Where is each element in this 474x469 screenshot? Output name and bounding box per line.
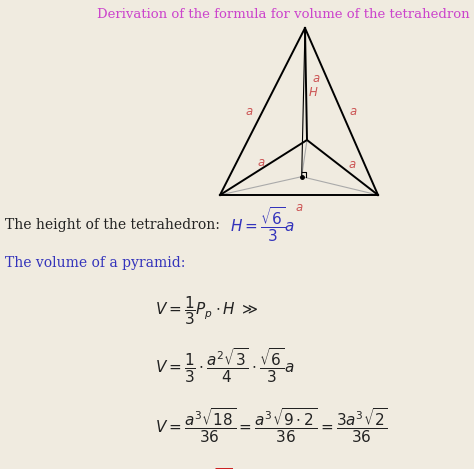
Text: $H$: $H$ xyxy=(309,86,319,99)
Text: $H = \dfrac{\sqrt{6}}{3}a$: $H = \dfrac{\sqrt{6}}{3}a$ xyxy=(230,205,295,244)
Text: $V = \dfrac{1}{3} \cdot \dfrac{a^2\sqrt{3}}{4} \cdot \dfrac{\sqrt{6}}{3}a$: $V = \dfrac{1}{3} \cdot \dfrac{a^2\sqrt{… xyxy=(155,347,295,386)
Text: $V= \dfrac{a^3\sqrt{2}}{12}$: $V= \dfrac{a^3\sqrt{2}}{12}$ xyxy=(155,466,232,469)
Text: $a$: $a$ xyxy=(349,105,358,118)
Text: $V = \dfrac{1}{3}P_p \cdot H \;\gg$: $V = \dfrac{1}{3}P_p \cdot H \;\gg$ xyxy=(155,295,258,327)
Text: $a$: $a$ xyxy=(312,73,320,85)
Text: $a$: $a$ xyxy=(257,156,266,169)
Text: The volume of a pyramid:: The volume of a pyramid: xyxy=(5,256,185,270)
Text: $a$: $a$ xyxy=(348,158,357,171)
Text: Derivation of the formula for volume of the tetrahedron: Derivation of the formula for volume of … xyxy=(97,8,470,21)
Text: The height of the tetrahedron:: The height of the tetrahedron: xyxy=(5,218,220,232)
Text: $V = \dfrac{a^3\sqrt{18}}{36} = \dfrac{a^3\sqrt{9 \cdot 2}}{36} = \dfrac{3a^3\sq: $V = \dfrac{a^3\sqrt{18}}{36} = \dfrac{a… xyxy=(155,407,388,446)
Text: $a$: $a$ xyxy=(245,105,254,118)
Text: $a$: $a$ xyxy=(295,201,303,213)
